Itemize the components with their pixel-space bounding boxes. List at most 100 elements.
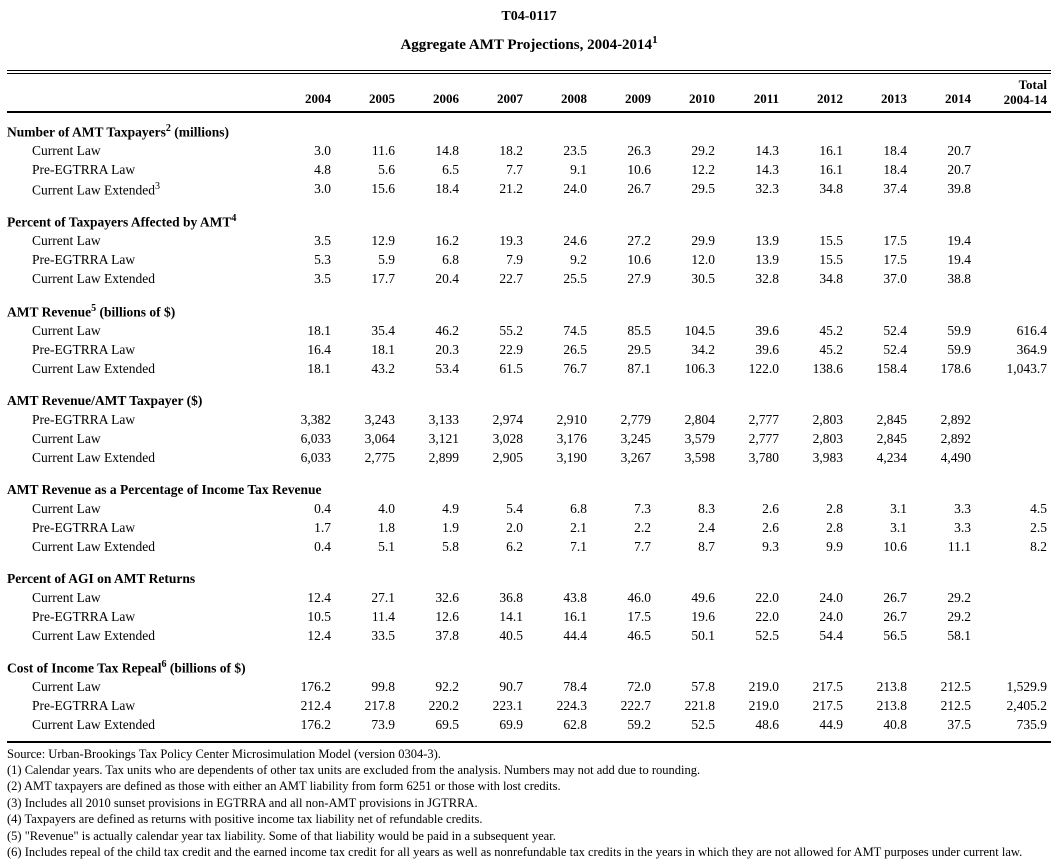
data-row: Pre-EGTRRA Law 3,382 3,243 3,133 2,974 2,910 2… — [7, 410, 1051, 429]
value-cell-2009: 29.5 — [627, 341, 651, 357]
value-cell-2010: 221.8 — [684, 698, 715, 713]
value-cell-2012: 217.5 — [812, 679, 843, 694]
value-cell-2006: 12.6 — [435, 608, 459, 624]
value-cell-2004: 176.2 — [300, 679, 331, 694]
value-cell-2009: 87.1 — [627, 360, 651, 376]
col-header-2014: 2014 — [911, 74, 975, 113]
row-label-text: Pre-EGTRRA Law — [32, 698, 136, 713]
value-cell-2005: 5.6 — [378, 162, 395, 177]
value-cell-2007: 3,028 — [492, 430, 523, 446]
value-cell-2011: 122.0 — [748, 360, 779, 376]
value-cell-2007: 90.7 — [499, 679, 523, 694]
value-cell-2006: 20.4 — [435, 271, 459, 286]
value-cell-2005: 17.7 — [371, 271, 395, 286]
value-cell-2004: 12.4 — [307, 589, 331, 605]
value-cell-2006: 18.4 — [435, 181, 459, 197]
value-cell-total — [975, 626, 1051, 645]
value-cell-2004: 5.3 — [314, 252, 331, 267]
row-label-text: Current Law Extended — [32, 271, 155, 286]
value-cell-2012: 34.8 — [819, 271, 843, 286]
value-cell-2008: 24.6 — [563, 233, 587, 248]
value-cell-total — [975, 410, 1051, 429]
section-heading-row: AMT Revenue/AMT Taxpayer ($) — [7, 378, 1051, 410]
data-row: Current Law 18.1 35.4 46.2 55.2 74.5 85.5 104.5… — [7, 321, 1051, 340]
value-cell-2005: 5.1 — [378, 538, 395, 554]
value-cell-2010: 2.4 — [698, 519, 715, 535]
source-note: Source: Urban-Brookings Tax Policy Cente… — [7, 746, 441, 761]
value-cell-2007: 2.0 — [506, 519, 523, 535]
value-cell-2013: 37.4 — [883, 181, 907, 197]
value-cell-2014: 4,490 — [940, 449, 971, 465]
section-heading: Number of AMT Taxpayers2 (millions) — [7, 112, 1051, 142]
col-header-2007: 2007 — [463, 74, 527, 113]
amt-projections-table: 2004 2005 2006 2007 2008 2009 2010 2011 2012 2013… — [7, 74, 1051, 735]
value-cell-2011: 2,777 — [748, 430, 779, 446]
row-label: Pre-EGTRRA Law — [7, 410, 271, 429]
data-row: Current Law 176.2 99.8 92.2 90.7 78.4 72.0 57.8… — [7, 678, 1051, 697]
value-cell-2013: 3.1 — [890, 500, 907, 516]
section-heading-row: Cost of Income Tax Repeal6 (billions of … — [7, 645, 1051, 678]
data-row: Current Law 12.4 27.1 32.6 36.8 43.8 46.0 49.6 2… — [7, 588, 1051, 607]
footnote-4: (4) Taxpayers are defined as returns wit… — [7, 812, 483, 827]
row-label-text: Pre-EGTRRA Law — [32, 519, 136, 535]
value-cell-2006: 46.2 — [435, 322, 459, 338]
col-header-2008: 2008 — [527, 74, 591, 113]
row-label-text: Current Law — [32, 430, 101, 446]
value-cell-2014: 19.4 — [947, 252, 971, 267]
value-cell-total — [975, 270, 1051, 289]
row-footnote-marker: 3 — [154, 180, 160, 192]
data-row: Current Law Extended 12.4 33.5 37.8 40.5 44.4… — [7, 626, 1051, 645]
row-label-text: Current Law Extended — [32, 538, 155, 554]
value-cell-2013: 18.4 — [883, 143, 907, 158]
value-cell-2009: 46.0 — [627, 589, 651, 605]
row-label: Pre-EGTRRA Law — [7, 518, 271, 537]
value-cell-2013: 17.5 — [883, 252, 907, 267]
row-label: Current Law — [7, 232, 271, 251]
value-cell-2013: 40.8 — [883, 717, 907, 732]
value-cell-total — [975, 588, 1051, 607]
title-footnote-marker: 1 — [652, 34, 658, 46]
value-cell-2011: 2.6 — [762, 519, 779, 535]
value-cell-2014: 19.4 — [947, 233, 971, 248]
value-cell-2012: 217.5 — [812, 698, 843, 713]
value-cell-2009: 7.3 — [634, 500, 651, 516]
value-cell-2004: 6,033 — [300, 449, 331, 465]
col-header-2012: 2012 — [783, 74, 847, 113]
value-cell-2010: 8.7 — [698, 538, 715, 554]
value-cell-2010: 12.0 — [691, 252, 715, 267]
value-cell-2012: 54.4 — [819, 627, 843, 643]
value-cell-2009: 59.2 — [627, 717, 651, 732]
value-cell-2007: 69.9 — [499, 717, 523, 732]
data-row: Current Law Extended 176.2 73.9 69.5 69.9 62.… — [7, 716, 1051, 735]
section-heading-row: AMT Revenue as a Percentage of Income Ta… — [7, 467, 1051, 499]
value-cell-2010: 106.3 — [684, 360, 715, 376]
value-cell-2011: 48.6 — [755, 717, 779, 732]
value-cell-2009: 7.7 — [634, 538, 651, 554]
value-cell-2011: 52.5 — [755, 627, 779, 643]
value-cell-2004: 3.5 — [314, 271, 331, 286]
value-cell-2014: 59.9 — [947, 341, 971, 357]
row-label-text: Pre-EGTRRA Law — [32, 608, 136, 624]
value-cell-2013: 213.8 — [876, 698, 907, 713]
table-header: 2004 2005 2006 2007 2008 2009 2010 2011 2012 2013… — [7, 74, 1051, 113]
value-cell-2009: 10.6 — [627, 252, 651, 267]
data-row: Pre-EGTRRA Law 212.4 217.8 220.2 223.1 224.3 2… — [7, 697, 1051, 716]
value-cell-2014: 178.6 — [940, 360, 971, 376]
value-cell-2012: 16.1 — [819, 162, 843, 177]
value-cell-2010: 50.1 — [691, 627, 715, 643]
value-cell-total — [975, 142, 1051, 161]
value-cell-2010: 30.5 — [691, 271, 715, 286]
section-heading-suffix: (millions) — [170, 124, 230, 140]
value-cell-2004: 4.8 — [314, 162, 331, 177]
row-label: Current Law Extended — [7, 448, 271, 467]
row-label-text: Current Law — [32, 500, 101, 516]
row-label: Pre-EGTRRA Law — [7, 251, 271, 270]
col-header-2005: 2005 — [335, 74, 399, 113]
value-cell-2012: 3,983 — [812, 449, 843, 465]
document-title: Aggregate AMT Projections, 2004-20141 — [7, 34, 1051, 54]
value-cell-2011: 14.3 — [755, 143, 779, 158]
row-label: Current Law — [7, 429, 271, 448]
value-cell-2008: 3,176 — [556, 430, 587, 446]
value-cell-2007: 36.8 — [499, 589, 523, 605]
value-cell-2009: 46.5 — [627, 627, 651, 643]
